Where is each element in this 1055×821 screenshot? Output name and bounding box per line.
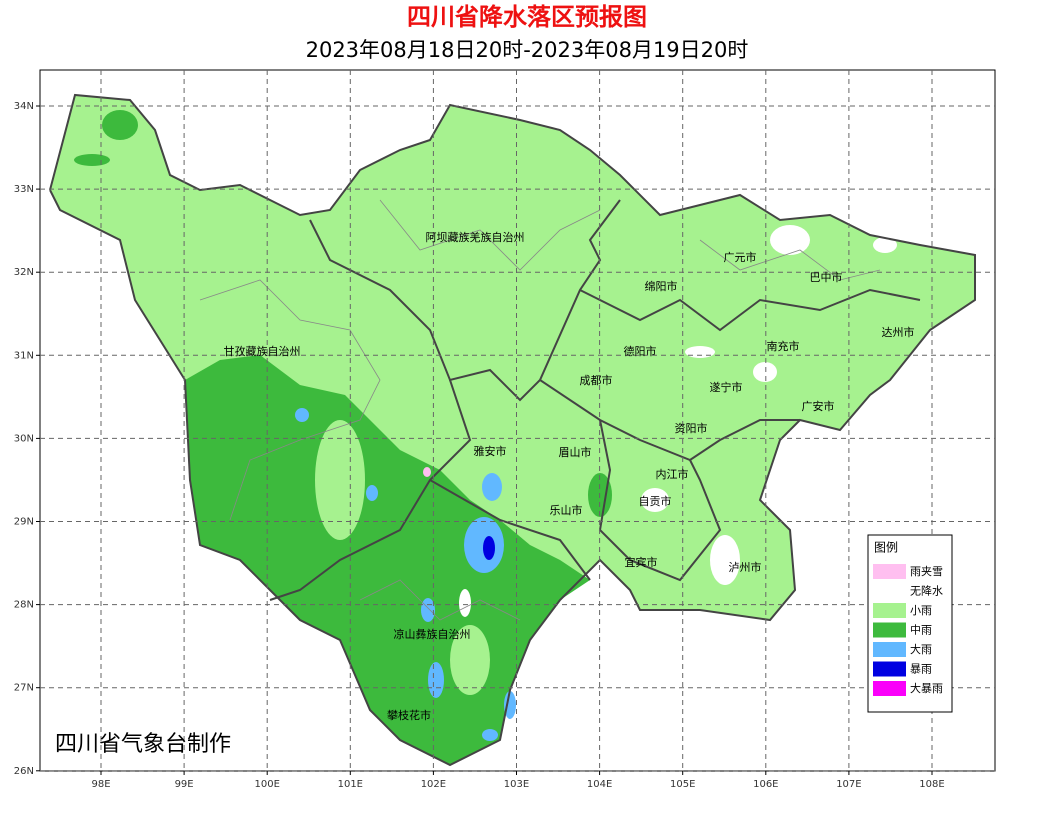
lat-label: 26N	[14, 766, 34, 777]
place-label: 德阳市	[624, 344, 657, 358]
lon-label: 103E	[504, 779, 529, 790]
lon-label: 102E	[421, 779, 446, 790]
lat-label: 28N	[14, 600, 34, 611]
rainstorm-area	[483, 536, 495, 560]
legend-swatch	[873, 681, 906, 696]
no-rain-area	[873, 237, 897, 253]
place-label: 泸州市	[729, 560, 762, 574]
legend-title: 图例	[874, 541, 898, 555]
no-rain-area	[770, 225, 810, 255]
legend-label: 雨夹雪	[910, 565, 943, 578]
legend-label: 大雨	[910, 642, 932, 656]
legend-label: 大暴雨	[910, 681, 943, 695]
lon-label: 100E	[254, 779, 279, 790]
moderate-rain-area	[74, 154, 110, 166]
moderate-rain-area	[102, 110, 138, 140]
heavy-rain-area	[504, 691, 516, 719]
place-label: 广安市	[802, 399, 835, 413]
subtitle: 2023年08月18日20时-2023年08月19日20时	[306, 38, 749, 62]
sleet-area	[423, 467, 431, 477]
place-label: 雅安市	[474, 444, 507, 458]
legend-label: 小雨	[910, 604, 932, 617]
place-label: 巴中市	[810, 270, 843, 284]
lat-label: 32N	[14, 267, 34, 278]
place-label: 凉山彝族自治州	[394, 627, 471, 641]
credit: 四川省气象台制作	[55, 732, 231, 757]
prefecture-border	[429, 479, 591, 581]
prefecture-border	[598, 419, 722, 582]
heavy-rain-area	[428, 662, 444, 698]
prefecture-border	[269, 379, 472, 601]
place-label: 南充市	[767, 339, 800, 353]
prefecture-border	[309, 199, 621, 402]
title: 四川省降水落区预报图	[407, 3, 647, 31]
place-label: 绵阳市	[645, 279, 678, 293]
boundaries	[49, 93, 976, 767]
lat-label: 30N	[14, 433, 34, 444]
place-label: 内江市	[656, 467, 689, 481]
legend-label: 暴雨	[910, 663, 932, 676]
light-rain-area	[315, 420, 365, 540]
place-label: 自贡市	[639, 494, 672, 508]
heavy-rain-area	[482, 729, 498, 741]
no-rain-area	[459, 589, 471, 617]
legend-swatch	[873, 564, 906, 579]
lon-label: 104E	[587, 779, 612, 790]
no-rain-area	[710, 535, 740, 585]
place-label: 遂宁市	[710, 380, 743, 394]
lon-label: 99E	[175, 779, 194, 790]
legend-swatch	[873, 642, 906, 657]
lat-label: 33N	[14, 184, 34, 195]
place-label: 阿坝藏族羌族自治州	[426, 230, 525, 244]
lon-label: 101E	[338, 779, 363, 790]
place-label: 攀枝花市	[387, 708, 431, 722]
light-rain-area	[450, 625, 490, 695]
legend-swatch	[873, 661, 906, 677]
lon-label: 98E	[91, 779, 110, 790]
lat-label: 27N	[14, 683, 34, 694]
prefecture-border	[579, 288, 921, 332]
county-border	[359, 579, 521, 621]
no-rain-area	[753, 362, 777, 382]
legend-swatch	[873, 603, 906, 618]
legend-label: 无降水	[910, 584, 943, 598]
place-label: 成都市	[580, 373, 613, 387]
lon-label: 107E	[836, 779, 861, 790]
place-label: 达州市	[882, 325, 915, 339]
place-label: 宜宾市	[625, 555, 658, 569]
legend-swatch	[873, 583, 906, 599]
lon-label: 105E	[670, 779, 695, 790]
legend-swatch	[873, 622, 906, 638]
place-label: 眉山市	[559, 445, 592, 459]
lon-label: 106E	[753, 779, 778, 790]
heavy-rain-area	[482, 473, 502, 501]
lat-label: 34N	[14, 101, 34, 112]
lat-label: 29N	[14, 517, 34, 528]
lat-label: 31N	[14, 350, 34, 361]
legend-label: 中雨	[910, 624, 932, 637]
no-rain-area	[685, 346, 715, 358]
province-border	[49, 93, 976, 767]
lon-label: 108E	[919, 779, 944, 790]
heavy-rain-area	[366, 485, 378, 501]
place-label: 资阳市	[675, 421, 708, 435]
no-rain-area	[641, 488, 669, 512]
graticule: 34N 33N 32N 31N 30N 29N 28N 27N 26N 98E 99E 100E 101…	[14, 70, 995, 790]
place-label: 乐山市	[550, 503, 583, 517]
precip-areas	[50, 95, 975, 765]
place-label: 广元市	[724, 250, 757, 264]
place-label: 甘孜藏族自治州	[224, 344, 301, 358]
county-border	[199, 279, 381, 521]
heavy-rain-area	[295, 408, 309, 422]
county-border	[699, 239, 881, 281]
county-border	[379, 199, 601, 271]
